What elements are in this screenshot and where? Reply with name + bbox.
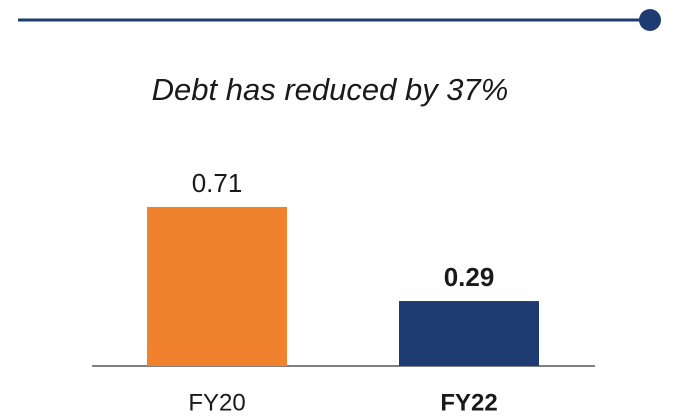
x-tick-label: FY20 [188, 389, 245, 416]
value-label: 0.71 [192, 168, 243, 198]
value-label: 0.29 [444, 262, 495, 292]
x-tick-label: FY22 [440, 389, 497, 416]
bar [399, 301, 539, 366]
chart-title: Debt has reduced by 37% [152, 72, 509, 107]
bar [147, 206, 287, 366]
header-dot [639, 9, 661, 31]
